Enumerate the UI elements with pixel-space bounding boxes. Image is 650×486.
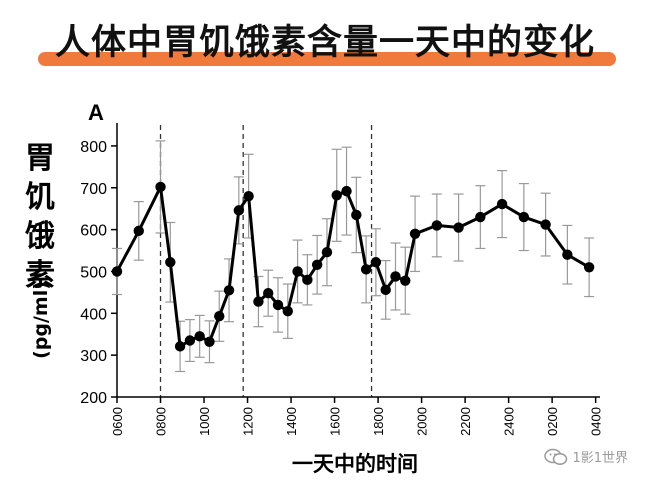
y-axis-label-char: 饿: [25, 219, 55, 254]
data-point: [311, 259, 323, 270]
data-point: [174, 341, 186, 352]
y-axis-label-char: 饥: [25, 180, 55, 215]
x-tick-label: 0400: [589, 407, 604, 436]
data-point: [562, 249, 573, 260]
data-point: [111, 266, 123, 277]
data-point: [204, 336, 215, 347]
chart-title: 人体中胃饥饿素含量一天中的变化: [54, 23, 595, 63]
data-point: [302, 274, 313, 286]
axes: 200 300 400 500 600 700 800 0600 0800 1000 1200 140…: [80, 123, 604, 436]
y-tick-label: 500: [80, 264, 107, 281]
title-underline: [38, 52, 616, 66]
data-point: [360, 264, 372, 275]
data-point: [496, 198, 508, 210]
data-point: [400, 275, 411, 286]
x-tick-label: 1600: [328, 407, 343, 436]
data-point: [194, 331, 205, 342]
data-point: [380, 284, 391, 296]
data-point: [272, 299, 284, 311]
series-line: [115, 185, 590, 348]
data-point: [184, 335, 196, 346]
x-tick-label: 1800: [371, 407, 386, 436]
data-point: [133, 225, 144, 237]
data-point: [583, 262, 595, 273]
data-point: [475, 211, 486, 223]
data-point: [155, 181, 166, 193]
data-point: [233, 205, 245, 216]
y-tick-label: 200: [80, 390, 107, 407]
data-point: [282, 306, 293, 317]
watermark-text: 1影1世界: [572, 451, 628, 466]
data-point: [292, 266, 303, 277]
data-point: [409, 228, 421, 239]
y-tick-label: 400: [80, 306, 107, 323]
x-tick-label: 0200: [545, 407, 560, 436]
data-point: [370, 257, 382, 268]
data-point: [431, 220, 443, 231]
y-axis-unit: (pg/ml): [30, 281, 52, 359]
x-tick-label: 2200: [458, 407, 473, 436]
data-point: [243, 190, 254, 202]
y-tick-label: 700: [80, 181, 107, 198]
wechat-icon: [544, 448, 568, 465]
panel-label: A: [88, 100, 104, 125]
y-tick-label: 300: [80, 348, 107, 365]
data-point: [331, 190, 342, 201]
x-tick-label: 0800: [154, 407, 169, 436]
x-tick-label: 2000: [415, 407, 430, 436]
x-axis-label: 一天中的时间: [292, 452, 418, 476]
x-tick-label: 1400: [284, 407, 299, 436]
y-axis-label-char: 素: [25, 258, 55, 293]
meal-lines: [159, 125, 373, 397]
x-tick-label: 1000: [197, 407, 212, 436]
y-axis-label: 胃饥饿素(pg/ml): [25, 141, 55, 359]
data-point: [453, 222, 464, 233]
ghrelin-series-line: [115, 185, 590, 348]
data-point: [165, 257, 176, 268]
data-point: [223, 285, 235, 296]
data-points: [111, 181, 595, 352]
data-point: [390, 271, 401, 282]
data-point: [253, 296, 264, 307]
watermark: 1影1世界: [544, 447, 628, 466]
y-tick-label: 600: [80, 223, 107, 240]
data-point: [214, 311, 225, 322]
data-point: [540, 219, 551, 230]
y-tick-label: 800: [80, 139, 107, 156]
data-point: [351, 209, 362, 221]
data-point: [263, 288, 274, 299]
data-point: [321, 247, 333, 258]
x-tick-label: 0600: [110, 407, 125, 436]
y-axis-label-char: 胃: [25, 141, 55, 176]
x-tick-label: 2400: [502, 407, 517, 436]
data-point: [518, 211, 530, 223]
error-bars: [112, 140, 595, 373]
data-point: [341, 185, 352, 197]
x-tick-label: 1200: [241, 407, 256, 436]
